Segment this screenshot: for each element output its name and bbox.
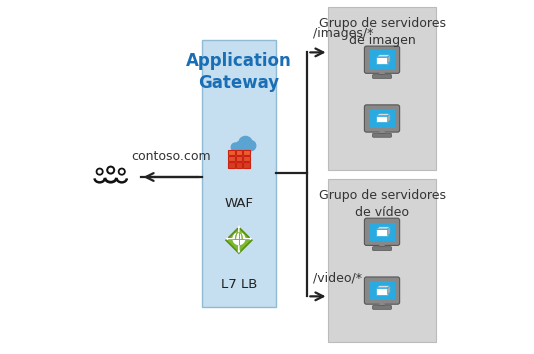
- Bar: [235, 156, 242, 161]
- FancyArrow shape: [238, 226, 240, 232]
- Polygon shape: [379, 130, 386, 135]
- Bar: [235, 150, 242, 155]
- Polygon shape: [376, 55, 390, 57]
- Bar: [244, 156, 250, 161]
- Polygon shape: [388, 113, 390, 122]
- Polygon shape: [379, 243, 386, 248]
- FancyBboxPatch shape: [372, 75, 391, 79]
- FancyBboxPatch shape: [370, 281, 395, 300]
- Text: /images/*: /images/*: [313, 27, 373, 40]
- FancyBboxPatch shape: [372, 306, 391, 309]
- Text: WAF: WAF: [224, 197, 254, 210]
- Bar: [228, 162, 234, 167]
- Polygon shape: [376, 229, 388, 236]
- Circle shape: [97, 170, 102, 174]
- FancyBboxPatch shape: [370, 109, 395, 128]
- FancyBboxPatch shape: [372, 247, 391, 251]
- Text: /video/*: /video/*: [313, 271, 362, 284]
- Circle shape: [246, 141, 256, 151]
- Circle shape: [108, 168, 113, 173]
- FancyBboxPatch shape: [370, 223, 395, 241]
- Polygon shape: [376, 116, 388, 122]
- Circle shape: [239, 136, 252, 150]
- Polygon shape: [376, 288, 388, 295]
- FancyBboxPatch shape: [364, 46, 399, 73]
- Circle shape: [106, 166, 115, 175]
- Bar: [244, 162, 250, 167]
- Polygon shape: [376, 286, 390, 288]
- Bar: [228, 156, 234, 161]
- FancyBboxPatch shape: [372, 133, 391, 137]
- Polygon shape: [379, 302, 386, 307]
- Circle shape: [235, 141, 246, 152]
- FancyBboxPatch shape: [364, 218, 399, 245]
- Text: Grupo de servidores
de vídeo: Grupo de servidores de vídeo: [318, 189, 445, 219]
- Text: Grupo de servidores
de imagen: Grupo de servidores de imagen: [318, 17, 445, 47]
- Polygon shape: [376, 227, 390, 229]
- Polygon shape: [226, 227, 252, 253]
- Circle shape: [231, 143, 240, 152]
- Text: contoso.com: contoso.com: [131, 150, 211, 163]
- Circle shape: [96, 168, 104, 176]
- Text: L7 LB: L7 LB: [221, 278, 257, 291]
- Bar: [228, 150, 234, 155]
- FancyBboxPatch shape: [364, 277, 399, 304]
- Polygon shape: [379, 71, 386, 76]
- Polygon shape: [388, 55, 390, 64]
- Polygon shape: [388, 227, 390, 236]
- FancyArrow shape: [238, 245, 240, 253]
- Circle shape: [118, 168, 126, 176]
- FancyBboxPatch shape: [328, 7, 436, 170]
- FancyBboxPatch shape: [202, 40, 276, 307]
- Circle shape: [120, 170, 124, 174]
- FancyBboxPatch shape: [328, 179, 436, 342]
- Polygon shape: [376, 57, 388, 64]
- FancyArrow shape: [226, 238, 233, 240]
- Bar: [235, 162, 242, 167]
- Text: Application
Gateway: Application Gateway: [186, 52, 292, 92]
- Polygon shape: [388, 286, 390, 295]
- FancyBboxPatch shape: [364, 105, 399, 132]
- FancyBboxPatch shape: [370, 51, 395, 69]
- Polygon shape: [376, 113, 390, 116]
- Circle shape: [232, 232, 246, 245]
- Bar: [244, 150, 250, 155]
- FancyArrow shape: [245, 238, 252, 240]
